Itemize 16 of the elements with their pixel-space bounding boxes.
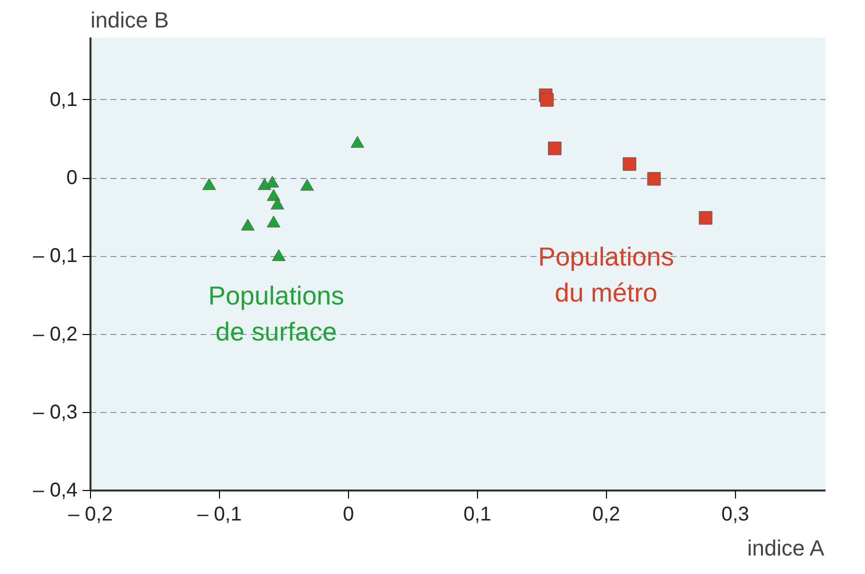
x-tick-label: 0 — [342, 504, 354, 526]
series-label: Populations du métro — [538, 241, 674, 308]
y-tick-label: – 0,2 — [33, 323, 78, 346]
y-tick-label: – 0,4 — [33, 480, 78, 502]
y-tick-label: – 0,3 — [33, 401, 78, 424]
x-tick-label: – 0,2 — [68, 504, 113, 526]
y-tick-label: 0,1 — [50, 88, 78, 111]
x-tick-label: 0,2 — [592, 504, 620, 526]
y-tick-label: – 0,1 — [33, 245, 78, 268]
y-tick-label: 0 — [66, 167, 78, 190]
y-axis-title: indice B — [90, 8, 169, 32]
x-axis-title: indice A — [747, 536, 825, 560]
x-tick-label: – 0,1 — [197, 504, 242, 526]
x-tick-label: 0,3 — [721, 504, 750, 526]
x-tick-label: 0,1 — [463, 504, 492, 526]
text: Populations de surface — [208, 280, 344, 346]
